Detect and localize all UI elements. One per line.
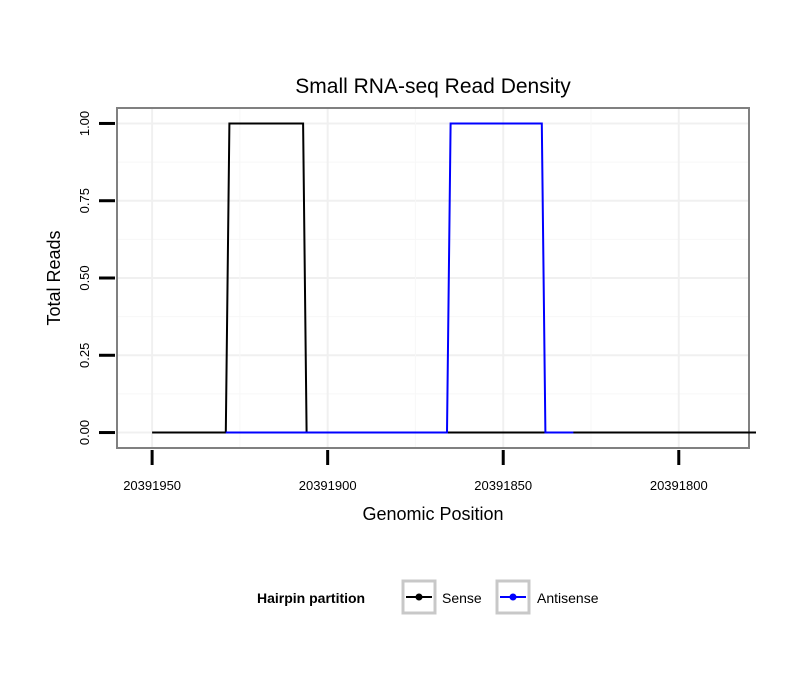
legend-point-antisense [509,593,517,601]
y-tick-label: 0.75 [77,188,92,213]
y-tick-label: 0.50 [77,265,92,290]
y-tick-label: 1.00 [77,111,92,136]
x-tick-label: 20391800 [650,478,708,493]
chart-title: Small RNA-seq Read Density [295,75,571,98]
legend-item-antisense: Antisense [495,579,599,615]
y-tick-label: 0.25 [77,343,92,368]
series-line-antisense [225,122,574,434]
legend-point-sense [415,593,423,601]
x-axis-title: Genomic Position [362,504,503,524]
x-tick-label: 20391900 [299,478,357,493]
x-tick-label: 20391950 [123,478,181,493]
plot-panel [116,107,750,449]
legend-title: Hairpin partition [257,590,365,606]
y-axis-title: Total Reads [44,230,64,325]
legend: Hairpin partition Sense Antisense [257,579,599,615]
legend-label-antisense: Antisense [537,590,599,606]
x-tick-label: 20391850 [474,478,532,493]
axis-layer: 20391950 20391900 20391850 20391800 0.00 0.25… [77,111,708,493]
grid [117,108,749,448]
legend-item-sense: Sense [401,579,482,615]
legend-label-sense: Sense [442,590,482,606]
series-layer [152,122,756,434]
y-tick-label: 0.00 [77,420,92,445]
